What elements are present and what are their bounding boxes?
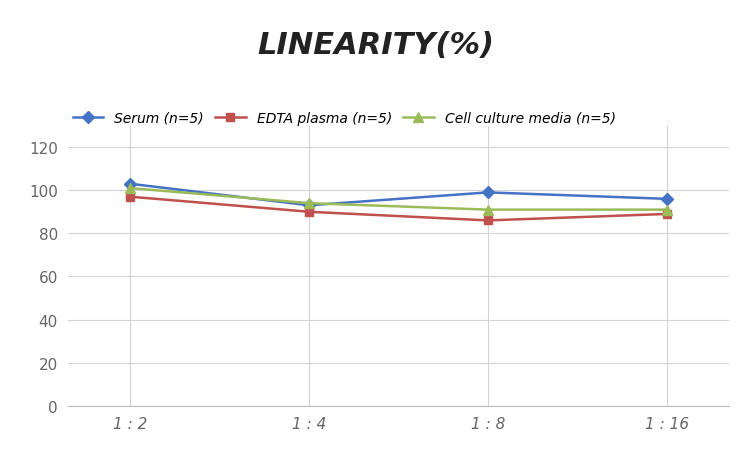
- Serum (n=5): [484, 190, 493, 196]
- Cell culture media (n=5): [305, 201, 314, 207]
- Line: Serum (n=5): Serum (n=5): [126, 180, 671, 210]
- Cell culture media (n=5): [126, 186, 135, 191]
- Serum (n=5): [126, 182, 135, 187]
- Line: Cell culture media (n=5): Cell culture media (n=5): [126, 184, 672, 215]
- Serum (n=5): [663, 197, 672, 202]
- Legend: Serum (n=5), EDTA plasma (n=5), Cell culture media (n=5): Serum (n=5), EDTA plasma (n=5), Cell cul…: [67, 106, 621, 131]
- Text: LINEARITY(%): LINEARITY(%): [257, 31, 495, 60]
- Serum (n=5): [305, 203, 314, 208]
- EDTA plasma (n=5): [305, 210, 314, 215]
- Line: EDTA plasma (n=5): EDTA plasma (n=5): [126, 193, 671, 225]
- EDTA plasma (n=5): [484, 218, 493, 224]
- EDTA plasma (n=5): [663, 212, 672, 217]
- EDTA plasma (n=5): [126, 194, 135, 200]
- Cell culture media (n=5): [484, 207, 493, 213]
- Cell culture media (n=5): [663, 207, 672, 213]
